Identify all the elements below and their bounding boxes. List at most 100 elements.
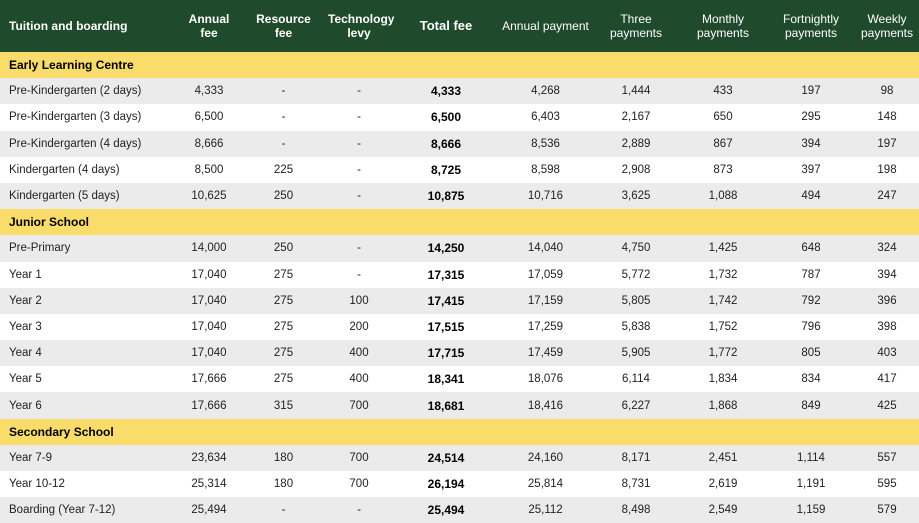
cell-monthly-payments: 1,732 (708, 268, 738, 281)
cell-annual-fee: 17,040 (191, 268, 227, 281)
cell-total-fee: 18,681 (394, 392, 498, 419)
cell-total-fee: 25,494 (394, 497, 498, 523)
cell-fortnightly-payments: 197 (767, 78, 855, 105)
cell-monthly-payments: 2,619 (708, 478, 738, 491)
cell-total-fee: 17,515 (427, 319, 465, 334)
cell-total-fee: 24,514 (394, 444, 498, 471)
cell-technology-levy: - (357, 111, 361, 124)
table-body: Early Learning Centre Pre-Kindergarten (2… (0, 52, 919, 523)
table-row: Year 5 17,666 275 400 18,341 18,076 6,114 1,834… (0, 366, 919, 392)
cell-total-fee: 17,715 (394, 340, 498, 367)
table-header: Tuition and boarding Annual fee Resource… (0, 0, 919, 52)
cell-resource-fee: 250 (243, 182, 324, 210)
cell-three-payments: 5,772 (621, 268, 651, 281)
header-total-fee: Total fee (419, 18, 473, 33)
cell-total-fee: 4,333 (394, 78, 498, 105)
cell-annual-payment: 17,459 (498, 340, 593, 367)
cell-technology-levy: 200 (349, 320, 369, 333)
cell-weekly-payments: 557 (855, 444, 919, 471)
cell-weekly-payments: 198 (877, 163, 897, 176)
cell-resource-fee: 250 (243, 235, 324, 262)
cell-resource-fee: 275 (273, 268, 294, 281)
cell-annual-fee: 23,634 (175, 444, 243, 471)
cell-total-fee: 8,725 (430, 162, 462, 177)
cell-monthly-payments: 1,868 (679, 392, 767, 419)
header-fortnightly-payments: Fortnightly payments (782, 12, 840, 40)
header-monthly-payments: Monthly payments (696, 12, 750, 40)
cell-total-fee: 10,875 (394, 182, 498, 210)
cell-three-payments: 8,498 (593, 497, 679, 523)
section-title: Junior School (0, 209, 919, 236)
cell-technology-levy: 700 (324, 444, 394, 471)
header-row: Tuition and boarding Annual fee Resource… (0, 0, 919, 52)
cell-annual-fee: 17,666 (191, 373, 227, 386)
cell-monthly-payments: 1,752 (708, 320, 738, 333)
cell-annual-fee: 17,040 (175, 287, 243, 314)
header-annual-fee: Annual fee (188, 12, 230, 40)
cell-technology-levy: 100 (324, 287, 394, 314)
cell-resource-fee: 275 (273, 320, 294, 333)
cell-technology-levy: - (324, 182, 394, 210)
cell-weekly-payments: 394 (877, 268, 897, 281)
cell-annual-fee: 4,333 (175, 78, 243, 105)
cell-item-name: Year 5 (9, 373, 42, 386)
cell-annual-payment: 8,536 (498, 130, 593, 157)
table-row: Year 6 17,666 315 700 18,681 18,416 6,227 1,868… (0, 392, 919, 419)
cell-resource-fee: 275 (273, 373, 294, 386)
cell-fortnightly-payments: 849 (767, 392, 855, 419)
header-tuition-and-boarding: Tuition and boarding (9, 19, 128, 33)
cell-total-fee: 18,341 (427, 372, 465, 387)
cell-monthly-payments: 867 (679, 130, 767, 157)
cell-annual-payment: 24,160 (498, 444, 593, 471)
cell-resource-fee: - (243, 78, 324, 105)
cell-annual-payment: 18,416 (498, 392, 593, 419)
cell-annual-payment: 10,716 (498, 182, 593, 210)
cell-weekly-payments: 247 (855, 182, 919, 210)
cell-fortnightly-payments: 394 (767, 130, 855, 157)
cell-technology-levy: - (357, 163, 361, 176)
cell-item-name: Kindergarten (5 days) (0, 182, 175, 210)
cell-total-fee: 17,315 (427, 267, 465, 282)
cell-fortnightly-payments: 796 (801, 320, 821, 333)
cell-monthly-payments: 433 (679, 78, 767, 105)
cell-three-payments: 2,167 (621, 111, 651, 124)
cell-annual-payment: 14,040 (498, 235, 593, 262)
cell-fortnightly-payments: 648 (767, 235, 855, 262)
cell-annual-payment: 25,814 (527, 478, 564, 491)
cell-weekly-payments: 148 (877, 111, 897, 124)
cell-annual-fee: 10,625 (175, 182, 243, 210)
cell-annual-fee: 25,314 (191, 478, 227, 491)
cell-resource-fee: - (281, 111, 286, 124)
section-header-row: Early Learning Centre (0, 52, 919, 79)
table-row: Year 1 17,040 275 - 17,315 17,059 5,772 1,732 78… (0, 262, 919, 288)
table-row: Kindergarten (4 days) 8,500 225 - 8,725 8,598… (0, 157, 919, 183)
cell-total-fee: 26,194 (427, 477, 465, 492)
cell-monthly-payments: 873 (713, 163, 733, 176)
cell-item-name: Year 3 (9, 320, 42, 333)
cell-three-payments: 6,114 (622, 373, 650, 386)
cell-weekly-payments: 425 (855, 392, 919, 419)
cell-fortnightly-payments: 494 (767, 182, 855, 210)
table-row: Year 4 17,040 275 400 17,715 17,459 5,905 1,772… (0, 340, 919, 367)
cell-monthly-payments: 650 (713, 111, 733, 124)
section-header-row: Secondary School (0, 418, 919, 445)
cell-fortnightly-payments: 834 (801, 373, 821, 386)
cell-technology-levy: 400 (324, 340, 394, 367)
cell-resource-fee: 225 (273, 163, 294, 176)
cell-technology-levy: 700 (349, 478, 369, 491)
cell-item-name: Year 2 (0, 287, 175, 314)
cell-annual-fee: 17,040 (175, 340, 243, 367)
cell-annual-fee: 8,666 (175, 130, 243, 157)
cell-weekly-payments: 398 (877, 320, 897, 333)
cell-annual-fee: 6,500 (194, 111, 224, 124)
cell-item-name: Pre-Kindergarten (3 days) (9, 111, 142, 124)
cell-technology-levy: 700 (324, 392, 394, 419)
cell-annual-payment: 4,268 (498, 78, 593, 105)
cell-monthly-payments: 1,425 (679, 235, 767, 262)
cell-monthly-payments: 2,451 (679, 444, 767, 471)
cell-fortnightly-payments: 792 (767, 287, 855, 314)
cell-item-name: Pre-Primary (0, 235, 175, 262)
table-row: Pre-Kindergarten (4 days) 8,666- -8,666 8,5… (0, 130, 919, 157)
table-row: Pre-Kindergarten (3 days) 6,500 - - 6,500 6,4… (0, 104, 919, 130)
